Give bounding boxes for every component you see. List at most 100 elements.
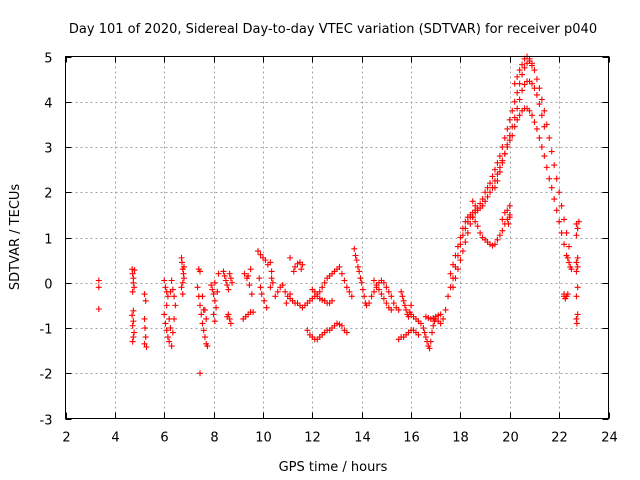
- data-point: [168, 277, 175, 284]
- data-point: [484, 184, 491, 191]
- data-point: [261, 297, 268, 304]
- data-point: [358, 279, 365, 286]
- data-point: [528, 62, 535, 69]
- data-point: [511, 98, 518, 105]
- data-point: [299, 261, 306, 268]
- data-point: [267, 284, 274, 291]
- x-tick-label: 22: [551, 431, 568, 446]
- data-point: [573, 268, 580, 275]
- data-point: [491, 166, 498, 173]
- data-point: [268, 268, 275, 275]
- data-point: [390, 300, 397, 307]
- data-point: [215, 270, 222, 277]
- data-point: [130, 318, 137, 325]
- data-point: [130, 334, 137, 341]
- data-point: [575, 218, 582, 225]
- data-point: [221, 272, 228, 279]
- data-point: [171, 293, 178, 300]
- data-point: [269, 279, 276, 286]
- data-point: [263, 304, 270, 311]
- data-point: [506, 116, 513, 123]
- chart-title: Day 101 of 2020, Sidereal Day-to-day VTE…: [69, 22, 597, 37]
- data-point: [304, 327, 311, 334]
- data-point: [161, 311, 168, 318]
- data-point: [440, 315, 447, 322]
- data-point: [395, 306, 402, 313]
- data-point: [573, 259, 580, 266]
- data-point: [224, 282, 231, 289]
- y-tick-label: 0: [44, 278, 52, 293]
- data-point: [168, 343, 175, 350]
- data-point: [528, 112, 535, 119]
- data-point: [573, 320, 580, 327]
- data-point: [501, 209, 508, 216]
- data-point: [383, 284, 390, 291]
- data-point: [166, 338, 173, 345]
- data-point: [359, 286, 366, 293]
- y-tick-label: 4: [44, 97, 52, 112]
- data-point: [543, 164, 550, 171]
- data-point: [514, 105, 521, 112]
- data-point: [506, 202, 513, 209]
- data-point: [95, 277, 102, 284]
- data-point: [464, 229, 471, 236]
- data-point: [546, 175, 553, 182]
- data-point: [538, 144, 545, 150]
- data-point: [142, 297, 149, 304]
- data-point: [437, 311, 444, 318]
- data-point: [383, 300, 390, 307]
- data-point: [496, 153, 503, 160]
- data-point: [496, 168, 503, 175]
- data-point: [452, 275, 459, 282]
- data-point: [499, 216, 506, 223]
- data-point: [561, 216, 568, 223]
- data-point: [499, 159, 506, 166]
- data-point: [141, 340, 148, 347]
- data-point: [457, 257, 464, 264]
- data-point: [343, 329, 350, 336]
- data-point: [352, 252, 359, 259]
- data-point: [131, 284, 138, 291]
- data-point: [198, 311, 205, 318]
- data-point: [457, 234, 464, 241]
- data-point: [385, 288, 392, 295]
- data-point: [558, 202, 565, 209]
- data-point: [211, 318, 218, 325]
- data-point: [401, 302, 408, 309]
- data-point: [356, 268, 363, 275]
- data-point: [533, 125, 540, 132]
- data-point: [563, 229, 570, 236]
- data-point: [511, 80, 518, 87]
- data-point: [533, 91, 540, 98]
- data-point: [474, 223, 481, 230]
- data-point: [484, 193, 491, 200]
- data-point: [250, 309, 257, 316]
- data-point: [474, 205, 481, 212]
- data-point: [143, 344, 150, 351]
- data-point: [528, 80, 535, 87]
- data-point: [268, 275, 275, 282]
- data-points: [95, 53, 582, 377]
- data-point: [267, 259, 274, 266]
- data-point: [420, 325, 427, 331]
- data-point: [371, 277, 378, 284]
- x-tick-label: 14: [354, 431, 371, 446]
- data-point: [222, 277, 229, 284]
- data-point: [421, 329, 428, 336]
- x-tick-label: 8: [210, 431, 218, 446]
- data-point: [437, 320, 444, 327]
- data-point: [95, 305, 102, 312]
- data-point: [531, 85, 538, 92]
- data-point: [272, 293, 279, 300]
- data-point: [346, 288, 353, 295]
- data-point: [546, 134, 553, 141]
- data-point: [398, 288, 405, 295]
- data-point: [505, 220, 512, 227]
- data-point: [538, 112, 545, 119]
- data-point: [450, 261, 457, 268]
- data-point: [311, 288, 318, 295]
- y-tick-label: 2: [44, 187, 52, 202]
- data-point: [247, 266, 254, 273]
- data-point: [450, 284, 457, 291]
